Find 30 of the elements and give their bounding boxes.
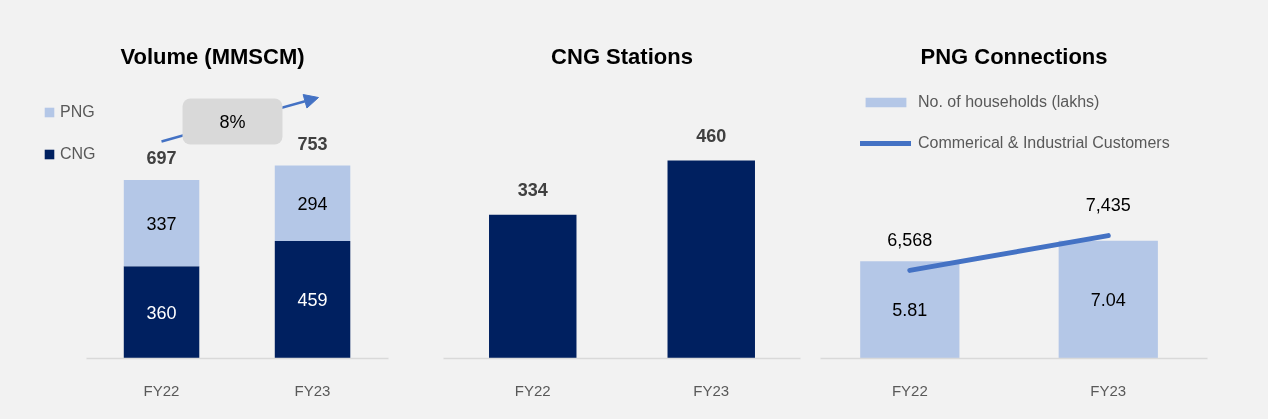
bar xyxy=(123,179,200,267)
data-label: 360 xyxy=(146,302,177,323)
bar xyxy=(274,165,351,241)
data-label: 460 xyxy=(696,126,727,147)
total-label: 697 xyxy=(146,148,177,169)
data-label: 337 xyxy=(146,213,177,234)
x-tick-label: FY23 xyxy=(693,381,730,399)
total-label: 753 xyxy=(297,134,328,155)
chart-title: CNG Stations xyxy=(551,43,693,69)
data-label: 7.04 xyxy=(1090,290,1126,311)
bar xyxy=(274,240,351,359)
data-label: 7,435 xyxy=(1085,195,1131,216)
legend-label: Commerical & Industrial Customers xyxy=(918,133,1170,153)
data-label: 294 xyxy=(297,193,328,214)
text: 8% xyxy=(219,111,246,132)
x-tick-label: FY22 xyxy=(891,381,928,399)
data-label: 459 xyxy=(297,290,328,311)
data-label: 5.81 xyxy=(892,300,928,321)
legend-label: PNG xyxy=(60,102,95,122)
data-label: 6,568 xyxy=(887,229,933,250)
data-label: 334 xyxy=(517,180,548,201)
chart-title: PNG Connections xyxy=(920,43,1108,69)
x-tick-label: FY22 xyxy=(514,381,551,399)
x-tick-label: FY23 xyxy=(294,381,331,399)
x-tick-label: FY22 xyxy=(143,381,180,399)
chart-title: Volume (MMSCM) xyxy=(120,43,305,69)
legend-label: CNG xyxy=(60,144,96,164)
bar xyxy=(123,266,200,359)
legend-label: No. of households (lakhs) xyxy=(918,92,1100,112)
x-tick-label: FY23 xyxy=(1090,381,1127,399)
